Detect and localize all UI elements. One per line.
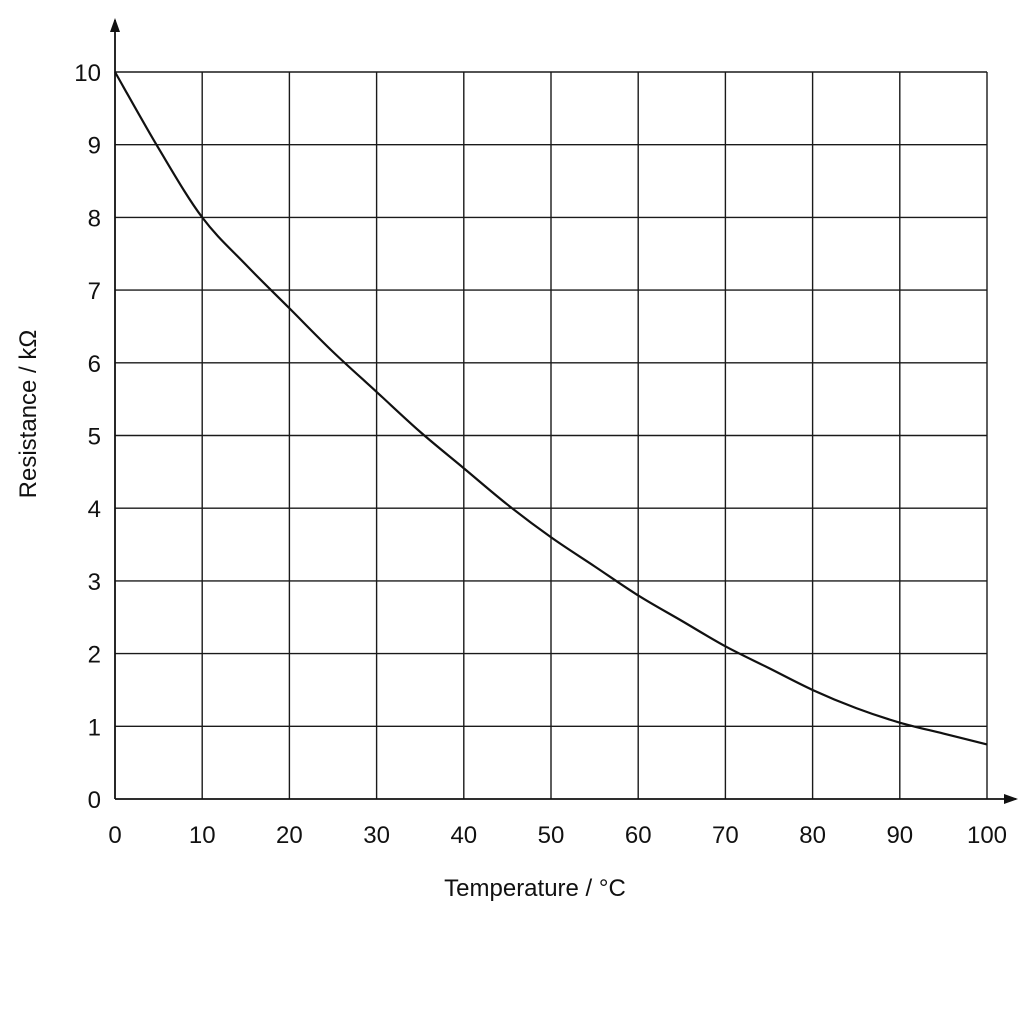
y-tick-label-3: 3 (88, 569, 101, 596)
x-tick-label-10: 10 (189, 822, 216, 849)
x-tick-label-100: 100 (967, 822, 1007, 849)
y-tick-label-0: 0 (88, 787, 101, 814)
y-axis-title: Resistance / kΩ (15, 330, 42, 499)
x-tick-label-80: 80 (799, 822, 826, 849)
tick-labels: 0 10 20 30 40 50 60 70 80 90 100 0 1 2 3 4 5 6 7 8 9 10 (74, 60, 1007, 849)
series-line-0 (114, 71, 988, 746)
x-tick-label-30: 30 (363, 822, 390, 849)
y-tick-label-10: 10 (74, 60, 101, 87)
y-tick-label-2: 2 (88, 642, 101, 669)
x-tick-label-50: 50 (538, 822, 565, 849)
series (114, 71, 988, 746)
y-tick-label-9: 9 (88, 133, 101, 160)
y-tick-label-5: 5 (88, 424, 101, 451)
y-tick-label-6: 6 (88, 351, 101, 378)
axes (110, 18, 1018, 804)
y-tick-label-1: 1 (88, 714, 101, 741)
x-tick-label-90: 90 (886, 822, 913, 849)
x-axis-title: Temperature / °C (444, 875, 626, 902)
y-tick-label-8: 8 (88, 205, 101, 232)
x-tick-label-20: 20 (276, 822, 303, 849)
x-tick-label-0: 0 (108, 822, 121, 849)
x-tick-label-40: 40 (450, 822, 477, 849)
grid (115, 71, 988, 799)
y-tick-label-4: 4 (88, 496, 101, 523)
x-tick-label-70: 70 (712, 822, 739, 849)
y-tick-label-7: 7 (88, 278, 101, 305)
x-tick-label-60: 60 (625, 822, 652, 849)
